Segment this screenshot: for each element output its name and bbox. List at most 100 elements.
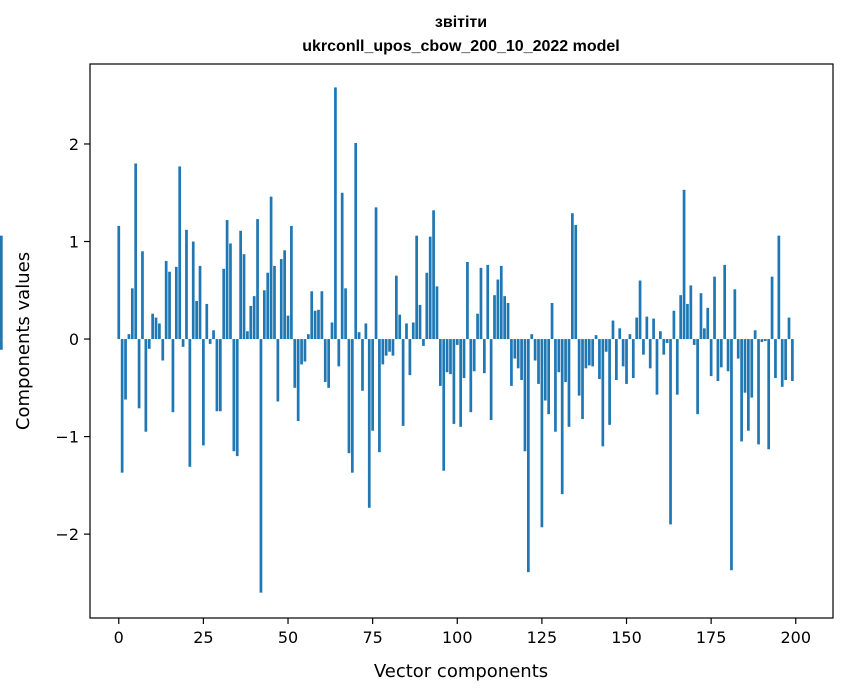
bar	[503, 296, 507, 340]
bar	[706, 307, 710, 340]
bar	[601, 339, 605, 447]
bar	[608, 339, 611, 425]
bar	[435, 286, 439, 340]
bar	[757, 339, 760, 445]
bar	[378, 339, 381, 453]
bar	[330, 322, 334, 340]
bar	[618, 328, 622, 340]
bar	[290, 225, 293, 340]
bar	[262, 290, 266, 340]
bar	[127, 334, 131, 340]
bar	[696, 339, 699, 415]
bar	[188, 339, 192, 467]
bar	[401, 339, 405, 426]
bar	[621, 339, 625, 367]
bar	[252, 296, 256, 340]
bar	[438, 339, 442, 386]
bar	[405, 323, 408, 340]
bar	[259, 339, 263, 593]
bar	[313, 310, 317, 340]
bar	[432, 210, 435, 340]
bar	[479, 267, 483, 340]
bar	[652, 318, 655, 340]
bar	[171, 339, 175, 413]
bar	[306, 334, 310, 340]
bar	[584, 339, 588, 369]
bar	[225, 220, 229, 340]
bar	[554, 339, 557, 432]
bar	[770, 276, 774, 340]
bar	[310, 291, 314, 340]
bar	[567, 339, 571, 427]
bar	[202, 339, 205, 446]
bar	[317, 309, 320, 340]
bar	[604, 339, 608, 352]
bar	[659, 331, 662, 340]
bar	[726, 339, 730, 372]
bar	[753, 330, 757, 340]
bar	[239, 230, 242, 340]
bar	[273, 265, 276, 340]
bar	[550, 302, 554, 340]
bar	[577, 339, 581, 396]
bar	[587, 339, 591, 366]
bar	[486, 264, 490, 340]
x-axis-ticks: 0 25 50 75 100 125 150 175 200	[114, 618, 811, 647]
bar	[733, 289, 737, 340]
bar	[635, 317, 639, 340]
bar	[669, 339, 672, 525]
bar	[679, 295, 683, 340]
bar	[398, 314, 402, 340]
bar	[334, 87, 337, 340]
bar	[161, 339, 165, 361]
bar	[181, 339, 185, 347]
bar	[449, 339, 452, 375]
bar	[736, 339, 740, 359]
x-tick-label: 50	[278, 628, 298, 647]
bar	[642, 339, 645, 355]
bar	[763, 339, 767, 341]
bar	[266, 272, 270, 340]
bar	[780, 339, 784, 387]
bar	[547, 339, 551, 415]
chart-subtitle: ukrconll_upos_cbow_200_10_2022 model	[302, 38, 619, 55]
bar	[611, 320, 615, 340]
bar	[195, 301, 198, 340]
bar	[276, 339, 280, 402]
bar	[716, 339, 720, 381]
bar	[469, 339, 473, 413]
bar	[212, 330, 215, 340]
bar	[540, 339, 544, 528]
bar	[655, 339, 659, 395]
bar	[543, 339, 547, 401]
bar	[0, 339, 3, 350]
bar	[760, 339, 764, 342]
bar	[367, 339, 371, 508]
bar	[303, 339, 307, 362]
bar	[665, 339, 669, 343]
x-tick-label: 200	[780, 628, 811, 647]
bar	[141, 251, 144, 340]
bar	[286, 315, 290, 340]
bar	[229, 243, 232, 340]
bar	[455, 339, 459, 345]
bar	[344, 288, 347, 340]
bar	[384, 339, 388, 356]
bar	[452, 339, 456, 424]
bar	[191, 241, 195, 340]
bar	[730, 339, 733, 571]
bars-group	[0, 87, 794, 593]
bar	[168, 271, 171, 340]
bar	[675, 339, 679, 395]
bar	[594, 335, 598, 340]
bar	[117, 225, 121, 340]
bar	[689, 285, 693, 340]
bar	[147, 339, 151, 349]
bar	[516, 339, 520, 369]
y-tick-label: 0	[69, 330, 79, 349]
bar	[740, 339, 743, 442]
bar	[232, 339, 236, 452]
bar	[208, 339, 212, 344]
bar	[185, 229, 188, 340]
bar	[411, 322, 415, 340]
